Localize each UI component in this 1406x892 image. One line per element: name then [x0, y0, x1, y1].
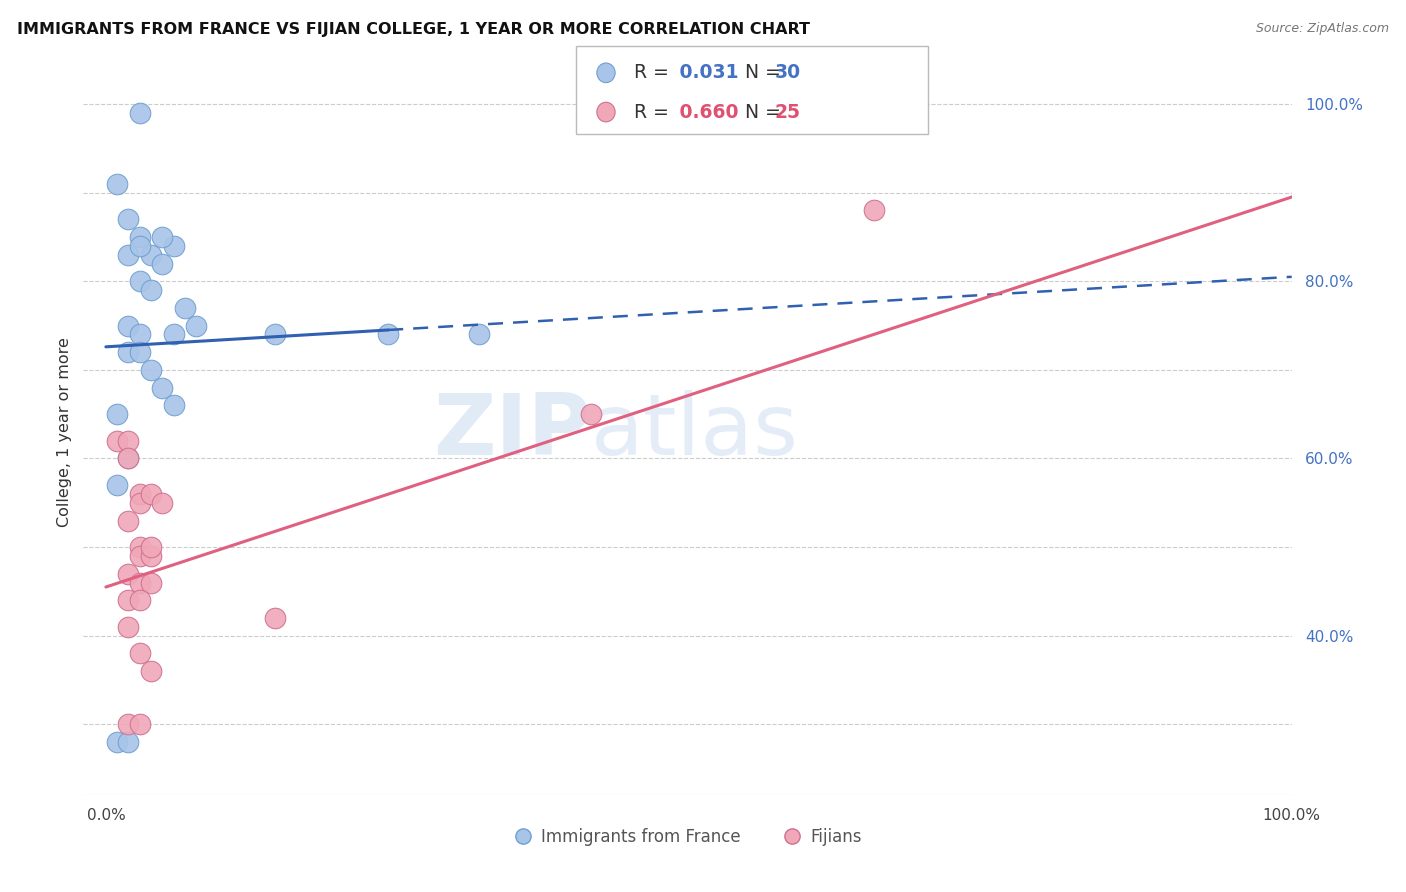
Text: R =: R =: [634, 63, 675, 82]
Text: IMMIGRANTS FROM FRANCE VS FIJIAN COLLEGE, 1 YEAR OR MORE CORRELATION CHART: IMMIGRANTS FROM FRANCE VS FIJIAN COLLEGE…: [17, 22, 810, 37]
Point: [117, 593, 139, 607]
Point: [117, 345, 139, 359]
Text: N =: N =: [733, 63, 786, 82]
Point: [117, 434, 139, 448]
Point: [162, 398, 184, 412]
Point: [105, 735, 128, 749]
Text: 25: 25: [775, 103, 800, 121]
Point: [128, 345, 150, 359]
Point: [150, 256, 173, 270]
Point: [105, 478, 128, 492]
Text: atlas: atlas: [591, 391, 799, 474]
Point: [117, 514, 139, 528]
Point: [139, 487, 162, 501]
Point: [139, 363, 162, 377]
Point: [117, 566, 139, 581]
Point: [128, 274, 150, 288]
Point: [117, 212, 139, 227]
Text: R =: R =: [634, 103, 675, 121]
Text: 30: 30: [775, 63, 801, 82]
Point: [128, 647, 150, 661]
Point: [105, 177, 128, 191]
Point: [264, 327, 287, 342]
Point: [174, 301, 197, 315]
Point: [139, 283, 162, 297]
Text: Source: ZipAtlas.com: Source: ZipAtlas.com: [1256, 22, 1389, 36]
Point: [128, 487, 150, 501]
Point: [117, 451, 139, 466]
Point: [139, 664, 162, 678]
Point: [128, 239, 150, 253]
Point: [128, 540, 150, 554]
Point: [150, 381, 173, 395]
Point: [117, 717, 139, 731]
Point: [162, 327, 184, 342]
Point: [117, 620, 139, 634]
Point: [128, 717, 150, 731]
Point: [863, 203, 886, 218]
Point: [139, 549, 162, 563]
Point: [105, 434, 128, 448]
Point: [128, 496, 150, 510]
Y-axis label: College, 1 year or more: College, 1 year or more: [58, 337, 72, 527]
Point: [139, 247, 162, 261]
Point: [128, 105, 150, 120]
Text: 0.031: 0.031: [673, 63, 740, 82]
Point: [128, 327, 150, 342]
Point: [581, 407, 603, 421]
Point: [105, 407, 128, 421]
Text: ZIP: ZIP: [433, 391, 591, 474]
Point: [150, 496, 173, 510]
Point: [117, 451, 139, 466]
Point: [117, 318, 139, 333]
Point: [467, 327, 489, 342]
Point: [128, 230, 150, 244]
Point: [139, 540, 162, 554]
Point: [186, 318, 208, 333]
Text: N =: N =: [733, 103, 786, 121]
Point: [264, 611, 287, 625]
Point: [117, 735, 139, 749]
Legend: Immigrants from France, Fijians: Immigrants from France, Fijians: [506, 821, 869, 853]
Point: [117, 247, 139, 261]
Point: [162, 239, 184, 253]
Point: [139, 575, 162, 590]
Point: [128, 593, 150, 607]
Point: [128, 549, 150, 563]
Text: 0.660: 0.660: [673, 103, 740, 121]
Point: [377, 327, 399, 342]
Point: [150, 230, 173, 244]
Point: [128, 575, 150, 590]
